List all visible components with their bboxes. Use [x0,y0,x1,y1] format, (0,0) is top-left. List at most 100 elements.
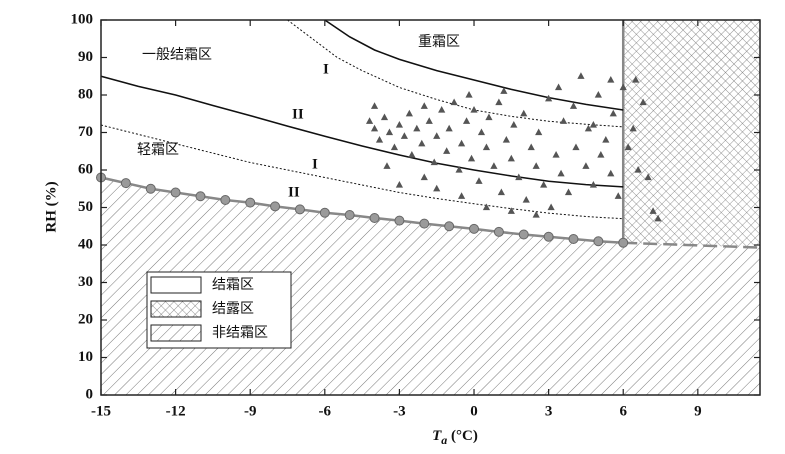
scatter-point [564,188,573,196]
scatter-point [654,214,662,222]
scatter-point [400,132,408,139]
scatter-point [380,113,389,121]
boundary-marker [593,236,604,247]
scatter-point [482,203,491,211]
x-label-unit: (°C) [447,428,478,444]
scatter-point [540,181,548,188]
scatter-point [405,109,413,117]
scatter-point [535,128,543,136]
scatter-point [475,177,483,184]
scatter-point [482,143,491,151]
scatter-point [455,166,463,173]
boundary-marker [270,201,281,212]
x-tick-label: -9 [244,403,257,419]
scatter-point [477,128,486,136]
scatter-point [522,196,530,203]
boundary-marker [120,178,131,189]
boundary-marker [195,191,206,202]
scatter-point [408,151,416,158]
x-label-symbol: T [432,428,442,444]
scatter-point [502,136,510,143]
scatter-point [614,192,622,199]
scatter-point [457,192,466,199]
scatter-point [597,151,605,158]
x-label-subscript: a [441,433,447,447]
scatter-point [467,154,476,162]
y-tick-label: 50 [78,199,93,215]
scatter-point [594,91,602,98]
scatter-point [497,188,505,196]
scatter-point [425,117,433,124]
region-annotation: 重霜区 [418,34,460,50]
scatter-point [443,147,451,154]
scatter-point [500,87,508,94]
scatter-point [420,102,428,109]
dew-region [623,20,760,248]
scatter-point [639,98,647,106]
scatter-point [584,124,593,132]
scatter-point [433,132,441,139]
x-tick-label: 6 [619,403,627,419]
scatter-point [602,136,610,143]
y-tick-label: 10 [78,349,93,365]
region-annotation: 轻霜区 [137,142,179,158]
y-tick-label: 80 [78,86,93,102]
region-annotation: II [288,184,300,200]
region-annotation: 一般结霜区 [142,47,212,63]
scatter-point [465,91,473,98]
scatter-point [370,124,379,132]
y-tick-label: 90 [78,49,93,65]
boundary-marker [344,210,355,220]
scatter-point [413,124,421,132]
legend-swatch [150,324,202,342]
y-tick-label: 20 [78,311,93,327]
scatter-point [554,83,563,91]
y-tick-label: 0 [86,386,94,402]
y-tick-label: 100 [71,11,94,27]
x-axis-label: Ta (°C) [432,428,478,446]
scatter-point [572,143,580,151]
zone-curve [324,19,624,111]
legend-label: 结霜区 [212,277,254,293]
boundary-marker [618,237,629,248]
scatter-point [495,98,503,106]
scatter-point [589,121,597,128]
y-axis-label: RH (%) [43,181,59,232]
scatter-point [445,124,453,132]
boundary-marker [568,234,579,244]
scatter-point [462,117,471,124]
x-tick-label: 3 [545,403,553,419]
boundary-marker [145,183,156,194]
scatter-point [589,181,597,188]
y-tick-label: 30 [78,274,93,290]
scatter-point [547,203,555,211]
scatter-point [607,169,615,177]
boundary-marker [419,218,430,229]
scatter-point [507,154,515,162]
legend-swatch [150,276,202,294]
scatter-point [527,143,535,151]
scatter-point [520,109,528,117]
scatter-point [515,173,523,181]
scatter-point [385,128,394,136]
y-tick-label: 70 [78,124,93,140]
scatter-point [430,158,438,166]
scatter-point [607,76,615,83]
legend-label: 非结霜区 [212,325,268,341]
boundary-marker [220,195,231,205]
scatter-point [644,173,652,181]
scatter-point [438,106,446,113]
region-annotation: II [292,106,304,122]
x-tick-label: -3 [393,403,406,419]
scatter-point [457,139,466,147]
x-tick-label: -12 [166,403,186,419]
scatter-point [418,139,426,147]
boundary-marker [170,187,181,198]
scatter-point [532,162,540,169]
x-tick-label: -15 [91,403,111,419]
scatter-point [450,98,458,106]
scatter-point [370,102,379,109]
scatter-point [510,121,518,128]
